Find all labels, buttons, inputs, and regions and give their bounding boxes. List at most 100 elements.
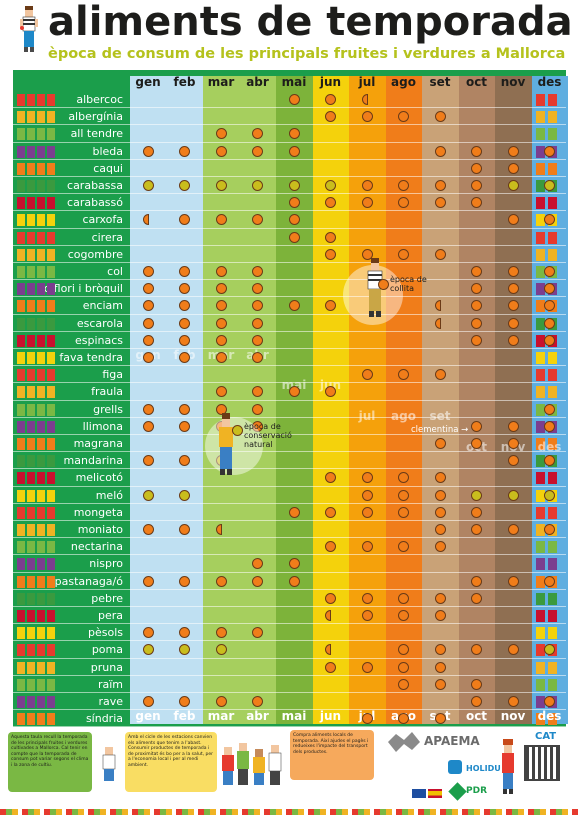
harvest-dot [434, 489, 446, 501]
holidu-logo: HOLIDU [466, 764, 501, 773]
row-divider [13, 158, 566, 160]
product-name: mongeta [73, 505, 123, 519]
harvest-dot [434, 248, 446, 260]
footer: Aquesta taula recull la temporada de les… [0, 727, 578, 817]
row-divider [13, 107, 566, 109]
product-name: raïm [97, 677, 123, 691]
row-divider [13, 485, 566, 487]
harvest-dot [471, 145, 483, 157]
harvest-dot [288, 94, 300, 105]
footer-info-box-2: Amb el cicle de les estacions canvien el… [125, 732, 217, 792]
harvest-dot [471, 592, 483, 604]
harvest-dot [179, 214, 191, 226]
month-watermark-mai: mai [281, 378, 307, 392]
harvest-dot [252, 214, 264, 226]
product-pixel-icon-right [536, 558, 560, 571]
product-pixel-icon-right [536, 248, 560, 261]
product-pixel-icon [17, 472, 57, 485]
month-header-jun: jun [319, 75, 342, 89]
product-pixel-icon [17, 403, 57, 416]
harvest-dot [215, 403, 227, 415]
harvest-dot [288, 197, 300, 209]
storage-dot [215, 644, 227, 656]
product-name: grells [93, 402, 123, 416]
harvest-dot [252, 128, 264, 140]
product-name: caqui [93, 161, 123, 175]
footer-info-box-1: Aquesta taula recull la temporada de les… [8, 732, 92, 792]
harvest-dot [507, 696, 519, 707]
product-name: meló [95, 488, 123, 502]
harvest-dot [252, 283, 264, 295]
product-pixel-icon-right [536, 197, 560, 210]
month-header-ago: ago [391, 75, 416, 89]
harvest-dot [471, 524, 483, 535]
product-name: fava tendra [59, 351, 123, 364]
harvest-dot [507, 334, 519, 346]
harvest-dot [398, 644, 410, 656]
product-pixel-icon [17, 145, 57, 158]
harvest-dot [434, 180, 446, 191]
legend-collita-dot [378, 279, 389, 290]
product-pixel-icon [17, 231, 57, 244]
product-pixel-icon-right [536, 661, 560, 674]
product-pixel-icon-right [536, 506, 560, 519]
row-divider [13, 330, 566, 332]
harvest-dot [507, 524, 519, 535]
product-pixel-icon [17, 420, 57, 433]
harvest-dot [471, 283, 483, 295]
harvest-dot [179, 317, 191, 329]
harvest-dot [179, 145, 191, 157]
harvest-dot [544, 524, 556, 535]
partial-harvest-dot [215, 524, 222, 535]
harvest-dot [398, 248, 410, 260]
pdr-logo-icon [448, 782, 467, 801]
harvest-dot [471, 317, 483, 329]
product-pixel-icon [17, 489, 57, 502]
row-divider [13, 193, 566, 195]
harvest-dot [471, 180, 483, 191]
harvest-dot [434, 524, 446, 535]
row-divider [13, 296, 566, 298]
harvest-dot [252, 420, 264, 432]
month-watermark-jul: jul [358, 409, 376, 423]
harvest-dot [215, 266, 227, 277]
partial-harvest-dot [434, 317, 441, 329]
harvest-dot [179, 696, 191, 707]
harvest-dot [471, 420, 483, 432]
storage-dot [252, 180, 264, 191]
month-footer-abr: abr [246, 709, 269, 723]
harvest-dot [544, 145, 556, 157]
harvest-dot [507, 575, 519, 587]
harvest-dot [544, 317, 556, 329]
product-pixel-icon [17, 352, 57, 364]
harvest-dot [179, 283, 191, 295]
product-pixel-icon [17, 541, 57, 554]
month-footer-feb: feb [173, 709, 196, 723]
product-name: nectarina [70, 540, 123, 554]
harvest-dot [252, 696, 264, 707]
collita-figure-icon [367, 258, 383, 317]
product-pixel-icon-right [536, 111, 560, 124]
product-pixel-icon-right [536, 592, 560, 605]
storage-dot [507, 180, 519, 191]
harvest-dot [434, 678, 446, 690]
row-divider [13, 141, 566, 143]
harvest-dot [215, 352, 227, 363]
harvest-dot [252, 334, 264, 346]
row-divider [13, 537, 566, 539]
footer-info-box-3: Compra aliments locals de temporada. Aix… [290, 730, 374, 780]
row-divider [13, 227, 566, 229]
harvest-dot [398, 472, 410, 484]
harvest-dot [142, 455, 154, 467]
harvest-dot [398, 111, 410, 123]
harvest-dot [325, 231, 337, 243]
harvest-dot [544, 403, 556, 415]
harvest-dot [179, 420, 191, 432]
product-pixel-icon-right [536, 369, 560, 382]
month-header-mar: mar [207, 75, 235, 89]
harvest-dot [544, 283, 556, 295]
month-header-abr: abr [246, 75, 269, 89]
product-pixel-icon [17, 506, 57, 519]
product-pixel-icon-right [536, 128, 560, 141]
product-name: albergínia [68, 110, 123, 124]
